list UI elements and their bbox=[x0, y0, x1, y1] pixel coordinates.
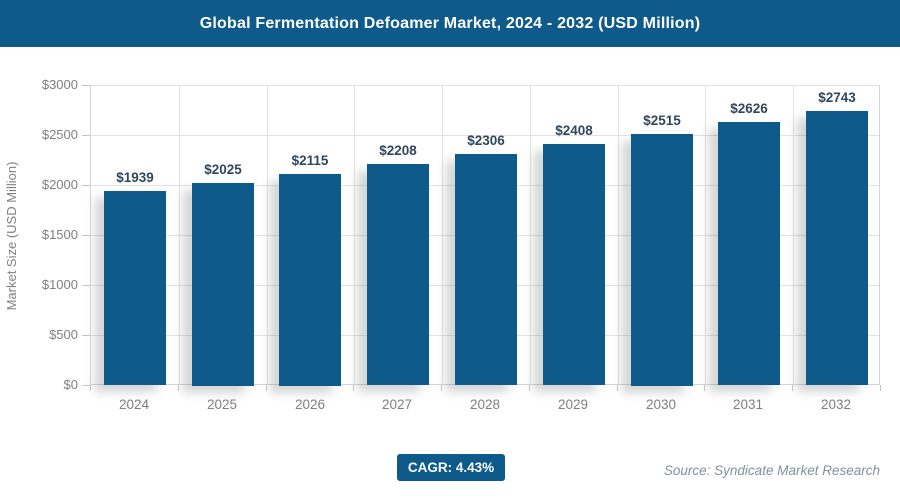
bar bbox=[104, 191, 166, 385]
gridline-h bbox=[91, 85, 879, 86]
y-tick-label: $2500 bbox=[41, 127, 78, 142]
x-tick-label: 2029 bbox=[557, 397, 589, 412]
x-tick-label: 2024 bbox=[118, 397, 150, 412]
gridline-v bbox=[442, 85, 443, 384]
y-tick bbox=[82, 385, 90, 386]
bar-value-label: $2408 bbox=[555, 123, 593, 138]
bar-value-label: $2025 bbox=[204, 162, 242, 177]
bar-value-label: $2115 bbox=[291, 153, 329, 168]
plot-area: $1939 $2025 $2115 $2208 $2306 $2408 $2515 $2626… bbox=[90, 85, 880, 386]
x-tick-label: 2026 bbox=[294, 397, 326, 412]
chart-title: Global Fermentation Defoamer Market, 202… bbox=[199, 14, 701, 32]
bar bbox=[192, 183, 254, 386]
x-tick-label: 2025 bbox=[206, 397, 238, 412]
bar bbox=[455, 154, 517, 385]
y-axis-title: Market Size (USD Million) bbox=[4, 161, 19, 311]
bar-value-label: $2208 bbox=[379, 143, 417, 158]
bar-value-label: $2743 bbox=[818, 90, 856, 105]
gridline-h bbox=[91, 135, 879, 136]
bar bbox=[806, 111, 868, 385]
x-tick-label: 2032 bbox=[820, 397, 852, 412]
x-tick bbox=[353, 385, 354, 391]
x-tick bbox=[880, 385, 881, 391]
y-tick-label: $0 bbox=[63, 377, 78, 392]
y-tick-label: $3000 bbox=[41, 77, 78, 92]
bar bbox=[367, 164, 429, 385]
x-tick-label: 2031 bbox=[732, 397, 764, 412]
x-tick bbox=[178, 385, 179, 391]
x-tick bbox=[617, 385, 618, 391]
gridline-v bbox=[179, 85, 180, 384]
bar-value-label: $2306 bbox=[467, 133, 505, 148]
gridline-v bbox=[530, 85, 531, 384]
y-tick bbox=[82, 85, 90, 86]
gridline-v bbox=[793, 85, 794, 384]
bar-value-label: $2515 bbox=[643, 113, 681, 128]
bar bbox=[279, 174, 341, 386]
y-tick-label: $2000 bbox=[41, 177, 78, 192]
y-tick bbox=[82, 135, 90, 136]
x-tick bbox=[529, 385, 530, 391]
x-tick-label: 2027 bbox=[381, 397, 413, 412]
bar bbox=[718, 122, 780, 385]
y-tick-label: $1500 bbox=[41, 227, 78, 242]
y-tick bbox=[82, 185, 90, 186]
y-tick bbox=[82, 235, 90, 236]
gridline-v bbox=[705, 85, 706, 384]
x-tick-label: 2028 bbox=[469, 397, 501, 412]
bar bbox=[631, 134, 693, 386]
x-tick bbox=[441, 385, 442, 391]
x-tick bbox=[90, 385, 91, 391]
gridline-v bbox=[618, 85, 619, 384]
gridline-v bbox=[354, 85, 355, 384]
source-note: Source: Syndicate Market Research bbox=[663, 463, 880, 478]
x-tick bbox=[792, 385, 793, 391]
cagr-label: CAGR: 4.43% bbox=[407, 460, 495, 475]
bar bbox=[543, 144, 605, 385]
y-tick-label: $500 bbox=[49, 327, 78, 342]
gridline-v bbox=[267, 85, 268, 384]
x-tick-label: 2030 bbox=[645, 397, 677, 412]
cagr-badge: CAGR: 4.43% bbox=[397, 454, 505, 481]
y-tick-label: $1000 bbox=[41, 277, 78, 292]
bar-value-label: $2626 bbox=[730, 101, 768, 116]
y-tick bbox=[82, 285, 90, 286]
chart-title-banner: Global Fermentation Defoamer Market, 202… bbox=[0, 0, 900, 47]
bar-value-label: $1939 bbox=[116, 170, 154, 185]
y-tick bbox=[82, 335, 90, 336]
x-tick bbox=[266, 385, 267, 391]
x-tick bbox=[704, 385, 705, 391]
